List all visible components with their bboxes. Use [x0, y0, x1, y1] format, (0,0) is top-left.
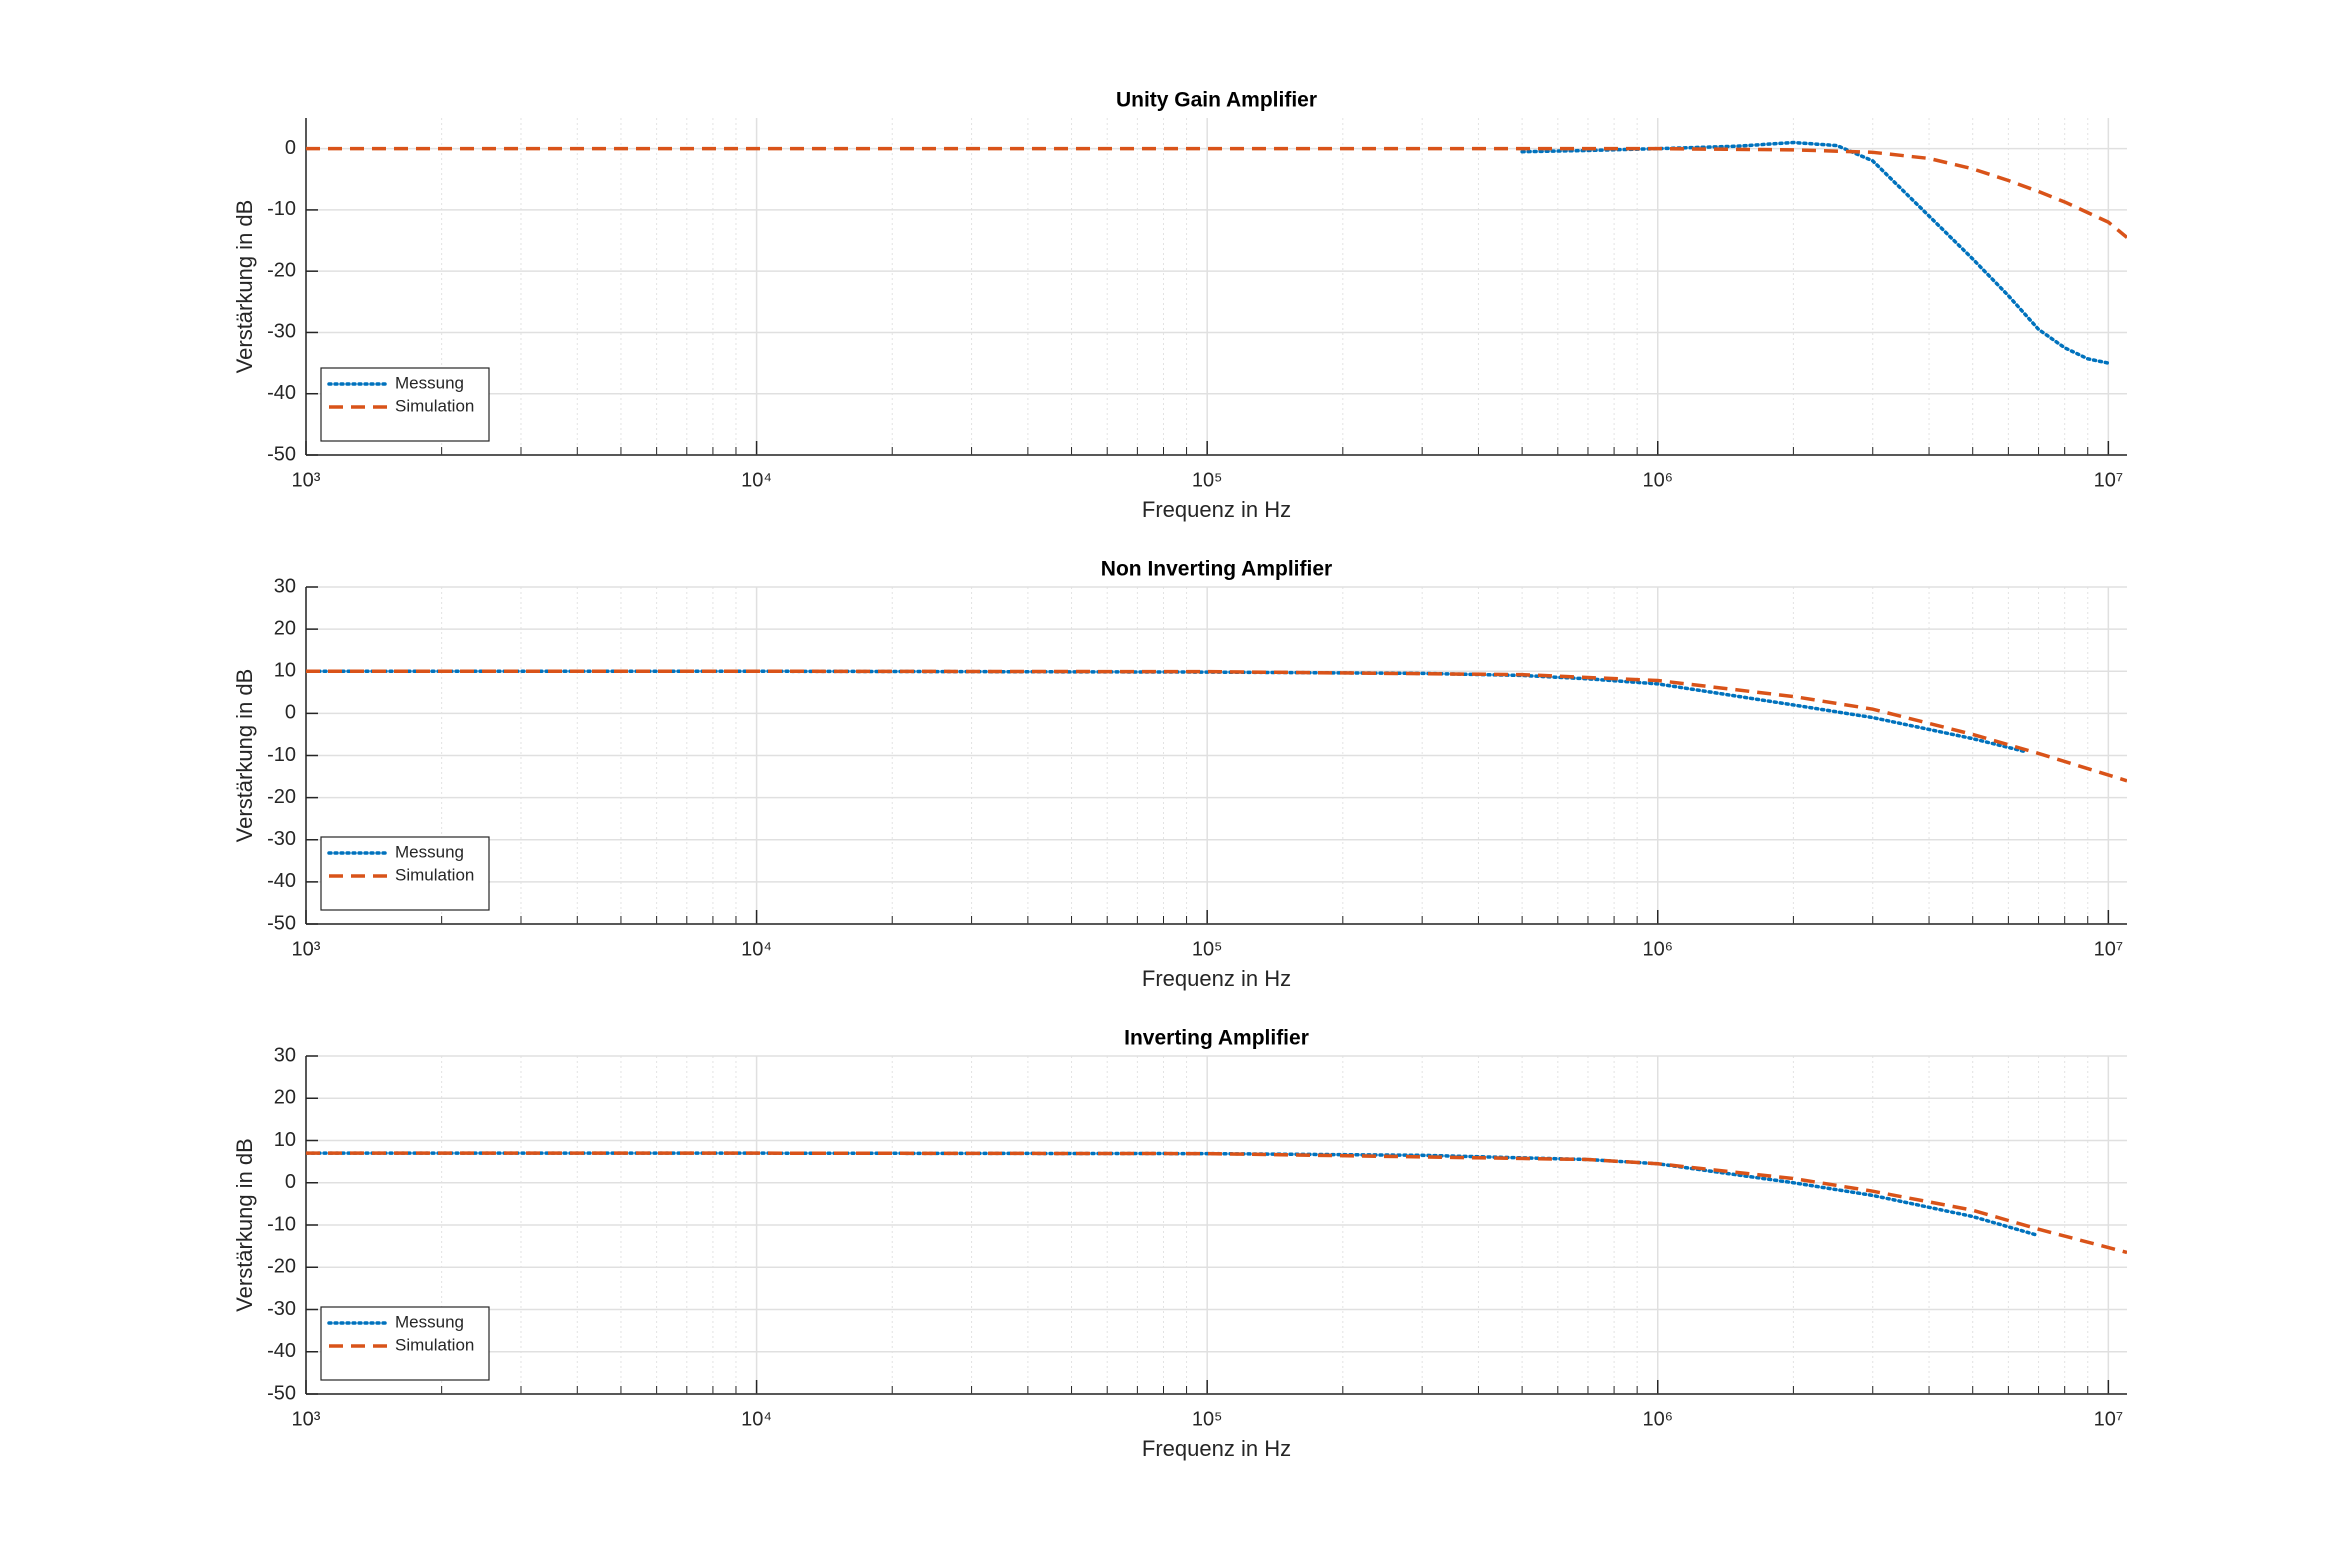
x-tick-label: 10⁷	[2094, 1408, 2123, 1430]
y-tick-label: 10	[274, 1129, 296, 1151]
y-axis-label: Verstärkung in dB	[232, 200, 257, 374]
y-tick-label: -50	[267, 443, 296, 465]
legend-label: Simulation	[395, 1335, 474, 1354]
y-tick-label: 20	[274, 617, 296, 639]
data-line	[306, 669, 2026, 754]
chart-title: Unity Gain Amplifier	[1116, 89, 1317, 112]
legend-label: Messung	[395, 1312, 464, 1331]
x-tick-label: 10⁷	[2094, 469, 2123, 491]
x-tick-label: 10⁵	[1192, 938, 1223, 960]
y-tick-label: -40	[267, 1340, 296, 1362]
legend-box	[320, 367, 490, 442]
y-tick-label: -40	[267, 870, 296, 892]
y-tick-label: 0	[285, 702, 296, 724]
x-tick-label: 10⁷	[2094, 938, 2123, 960]
legend-label: Messung	[395, 373, 464, 392]
x-tick-label: 10⁶	[1643, 469, 1673, 491]
x-tick-label: 10⁴	[741, 469, 772, 491]
y-axis-label: Verstärkung in dB	[232, 669, 257, 843]
x-axis-label: Frequenz in Hz	[1142, 966, 1291, 991]
y-tick-label: 30	[274, 575, 296, 597]
chart-title: Inverting Amplifier	[1124, 1027, 1309, 1050]
y-tick-label: 0	[285, 1171, 296, 1193]
legend-label: Messung	[395, 842, 464, 861]
data-line	[306, 669, 2127, 783]
y-tick-label: 30	[274, 1044, 296, 1066]
x-axis-label: Frequenz in Hz	[1142, 1436, 1291, 1461]
y-tick-label: -30	[267, 1298, 296, 1320]
y-tick-label: 10	[274, 660, 296, 682]
y-tick-label: -40	[267, 382, 296, 404]
legend-box	[320, 836, 490, 911]
y-tick-label: -20	[267, 259, 296, 281]
x-tick-label: 10³	[292, 1408, 321, 1430]
x-axis-label: Frequenz in Hz	[1142, 497, 1291, 522]
y-tick-label: -50	[267, 1382, 296, 1404]
chart-title: Non Inverting Amplifier	[1101, 558, 1332, 581]
x-tick-label: 10⁵	[1192, 469, 1223, 491]
y-tick-label: -10	[267, 1213, 296, 1235]
legend-box	[320, 1306, 490, 1381]
x-tick-label: 10³	[292, 938, 321, 960]
x-tick-label: 10⁴	[741, 938, 772, 960]
x-tick-label: 10⁵	[1192, 1408, 1223, 1430]
x-tick-label: 10³	[292, 469, 321, 491]
x-tick-label: 10⁶	[1643, 938, 1673, 960]
y-tick-label: -30	[267, 321, 296, 343]
x-tick-label: 10⁶	[1643, 1408, 1673, 1430]
y-tick-label: 0	[285, 137, 296, 159]
y-tick-label: -50	[267, 912, 296, 934]
data-line	[306, 1151, 2127, 1255]
data-line	[306, 1151, 2041, 1238]
y-tick-label: -20	[267, 786, 296, 808]
data-line	[306, 146, 2127, 239]
y-tick-label: -10	[267, 198, 296, 220]
data-line	[1520, 140, 2111, 365]
y-tick-label: 20	[274, 1087, 296, 1109]
y-tick-label: -10	[267, 744, 296, 766]
legend-label: Simulation	[395, 865, 474, 884]
y-axis-label: Verstärkung in dB	[232, 1138, 257, 1312]
x-tick-label: 10⁴	[741, 1408, 772, 1430]
y-tick-label: -20	[267, 1256, 296, 1278]
legend-label: Simulation	[395, 396, 474, 415]
y-tick-label: -30	[267, 828, 296, 850]
